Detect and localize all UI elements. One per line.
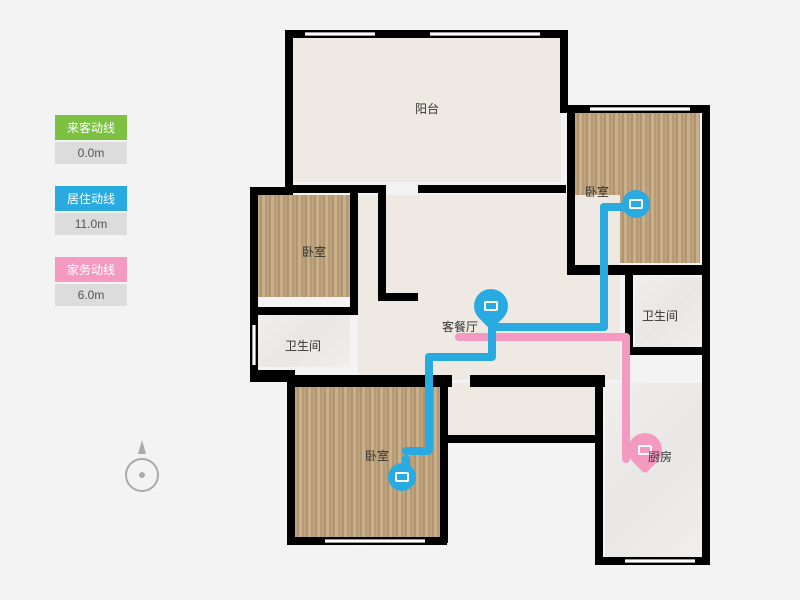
legend-value: 11.0m bbox=[55, 213, 127, 235]
room-label-kitchen: 厨房 bbox=[648, 448, 672, 465]
chore-path-seg bbox=[455, 333, 630, 341]
room-hallway bbox=[448, 383, 598, 438]
room-label-bedroom_tl: 卧室 bbox=[302, 243, 326, 260]
legend-value: 0.0m bbox=[55, 142, 127, 164]
living-path-marker bbox=[388, 463, 416, 491]
living-path-seg bbox=[425, 353, 495, 361]
room-label-bath_r: 卫生间 bbox=[642, 307, 678, 324]
room-label-bath_l: 卫生间 bbox=[285, 337, 321, 354]
room-label-balcony: 阳台 bbox=[415, 100, 439, 117]
room-kitchen bbox=[605, 383, 705, 560]
legend-label: 居住动线 bbox=[55, 186, 127, 211]
legend-item-guest: 来客动线 0.0m bbox=[55, 115, 127, 164]
living-path-seg bbox=[425, 353, 433, 453]
legend-label: 来客动线 bbox=[55, 115, 127, 140]
room-label-bedroom_tr: 卧室 bbox=[585, 183, 609, 200]
living-path-seg bbox=[600, 203, 608, 331]
legend-item-living: 居住动线 11.0m bbox=[55, 186, 127, 235]
legend-item-chore: 家务动线 6.0m bbox=[55, 257, 127, 306]
room-label-living: 客餐厅 bbox=[442, 318, 478, 335]
legend-label: 家务动线 bbox=[55, 257, 127, 282]
living-path-marker bbox=[622, 190, 650, 218]
room-label-bedroom_bl: 卧室 bbox=[365, 447, 389, 464]
compass-icon bbox=[122, 440, 162, 500]
legend: 来客动线 0.0m 居住动线 11.0m 家务动线 6.0m bbox=[55, 115, 127, 328]
legend-value: 6.0m bbox=[55, 284, 127, 306]
living-path-seg bbox=[488, 323, 608, 331]
floor-plan: 阳台卧室卧室卫生间卫生间客餐厅卧室厨房 bbox=[230, 25, 715, 575]
